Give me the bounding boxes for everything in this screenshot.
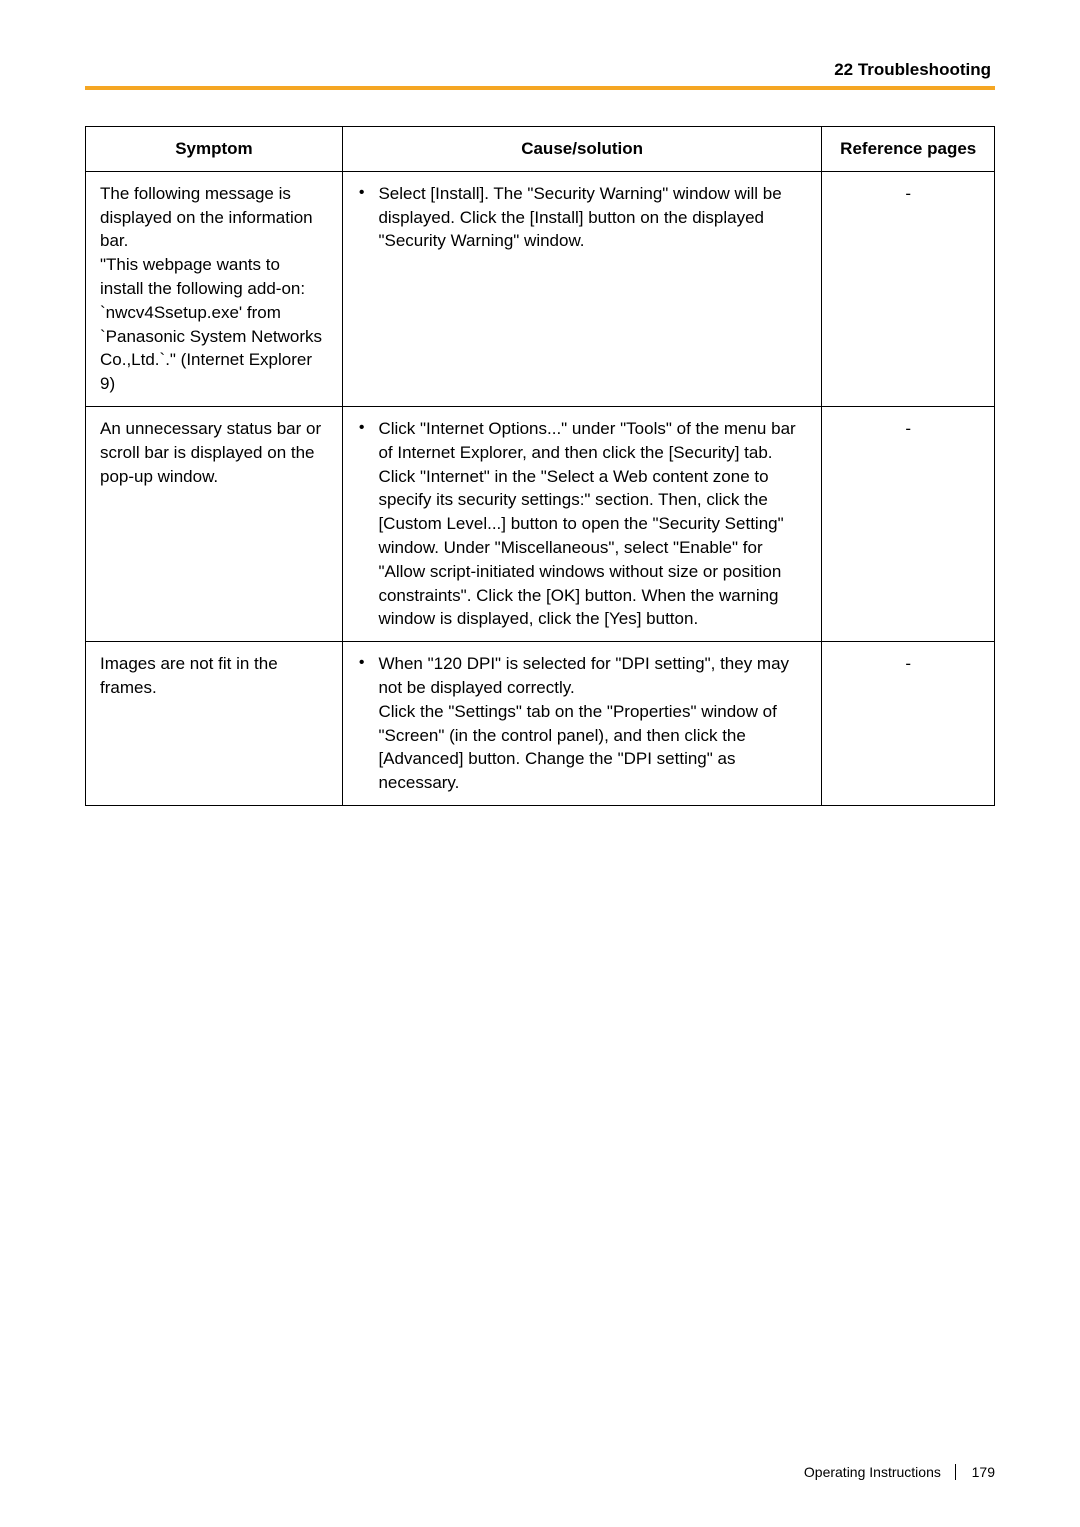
footer-label: Operating Instructions [804, 1464, 941, 1480]
col-header-reference: Reference pages [822, 127, 995, 172]
reference-cell: - [822, 642, 995, 806]
table-row: Images are not fit in the frames. • When… [86, 642, 995, 806]
reference-cell: - [822, 171, 995, 406]
cause-text: Click "Internet Options..." under "Tools… [378, 417, 807, 631]
cause-cell: • Click "Internet Options..." under "Too… [342, 406, 822, 641]
col-header-cause: Cause/solution [342, 127, 822, 172]
bullet-icon: • [357, 182, 379, 204]
bullet-item: • Select [Install]. The "Security Warnin… [357, 182, 808, 253]
cause-cell: • Select [Install]. The "Security Warnin… [342, 171, 822, 406]
cause-text: Select [Install]. The "Security Warning"… [378, 182, 807, 253]
bullet-icon: • [357, 417, 379, 439]
symptom-text: The following message is displayed on th… [100, 184, 322, 393]
page-number: 179 [972, 1464, 995, 1480]
reference-cell: - [822, 406, 995, 641]
symptom-text: Images are not fit in the frames. [100, 654, 278, 697]
bullet-icon: • [357, 652, 379, 674]
page-footer: Operating Instructions 179 [804, 1464, 995, 1481]
cause-cell: • When "120 DPI" is selected for "DPI se… [342, 642, 822, 806]
table-row: An unnecessary status bar or scroll bar … [86, 406, 995, 641]
bullet-item: • When "120 DPI" is selected for "DPI se… [357, 652, 808, 795]
troubleshooting-table: Symptom Cause/solution Reference pages T… [85, 126, 995, 806]
reference-text: - [905, 417, 911, 441]
col-header-symptom: Symptom [86, 127, 343, 172]
symptom-text: An unnecessary status bar or scroll bar … [100, 419, 321, 486]
symptom-cell: The following message is displayed on th… [86, 171, 343, 406]
bullet-item: • Click "Internet Options..." under "Too… [357, 417, 808, 631]
cause-text: When "120 DPI" is selected for "DPI sett… [378, 652, 807, 795]
reference-text: - [905, 182, 911, 206]
symptom-cell: An unnecessary status bar or scroll bar … [86, 406, 343, 641]
symptom-cell: Images are not fit in the frames. [86, 642, 343, 806]
reference-text: - [905, 652, 911, 676]
table-header-row: Symptom Cause/solution Reference pages [86, 127, 995, 172]
footer-divider [955, 1464, 956, 1480]
page: 22 Troubleshooting Symptom Cause/solutio… [0, 0, 1080, 1527]
page-header: 22 Troubleshooting [85, 60, 995, 90]
table-row: The following message is displayed on th… [86, 171, 995, 406]
section-title: 22 Troubleshooting [85, 60, 995, 86]
accent-rule [85, 86, 995, 90]
